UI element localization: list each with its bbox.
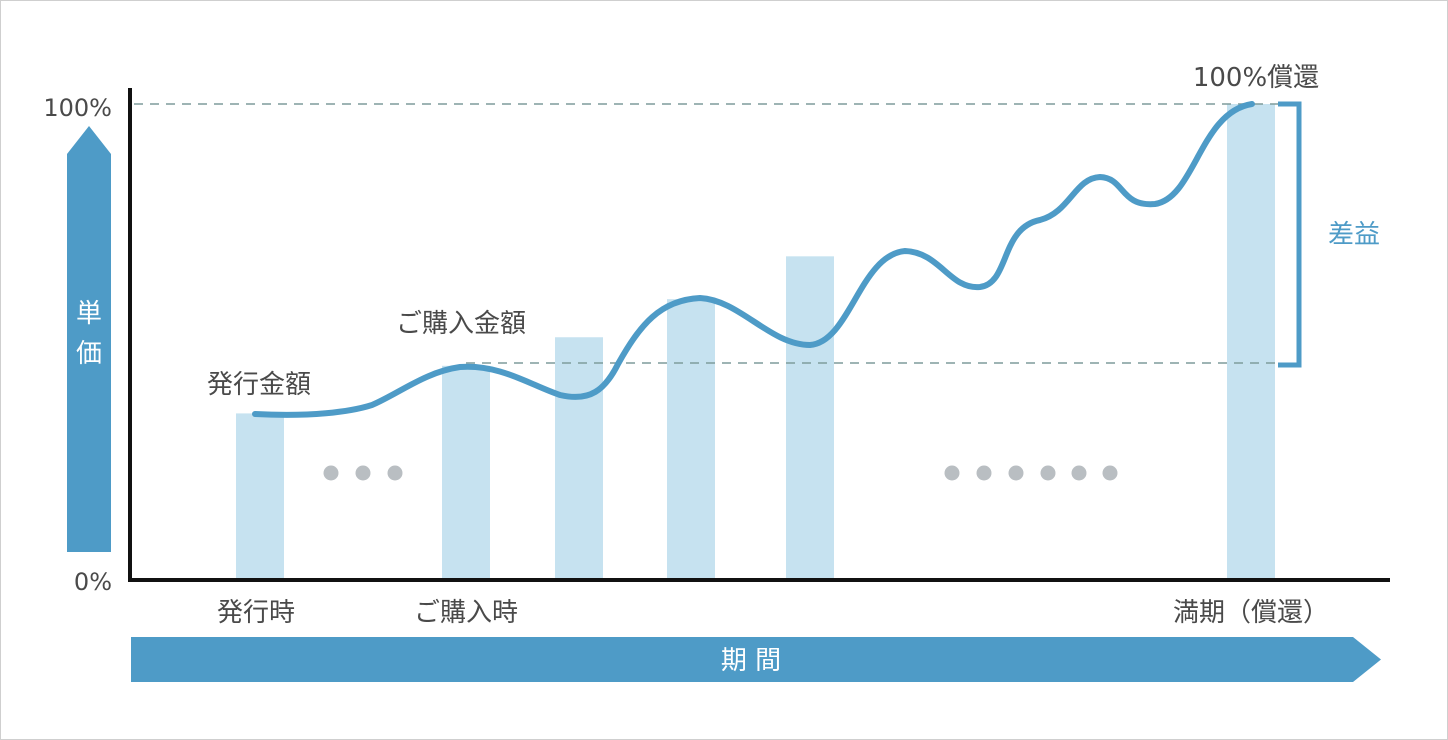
- gap-dot: [1040, 465, 1056, 481]
- purchase-amount-label: ご購入金額: [396, 309, 526, 339]
- gap-dot: [976, 465, 992, 481]
- issue-amount-label: 発行金額: [207, 370, 311, 400]
- gap-dot: [1102, 465, 1118, 481]
- x-axis-arrow-body: [131, 637, 1353, 682]
- bar-3: [555, 337, 603, 580]
- bar-purchase: [442, 365, 490, 580]
- gain-bracket: [1278, 101, 1302, 368]
- price-curve: [252, 101, 1255, 418]
- x-tick-maturity: 満期（償還）: [1173, 598, 1329, 628]
- gain-label: 差益: [1328, 220, 1380, 250]
- gap-dot: [1008, 465, 1024, 481]
- bar-5: [786, 256, 834, 580]
- bar-issue: [236, 413, 284, 580]
- y-tick-100: 100%: [43, 94, 112, 122]
- y-axis-arrow-body: [67, 154, 111, 552]
- y-tick-0: 0%: [74, 568, 112, 596]
- y-axis-arrow-head: [67, 126, 111, 154]
- gap-dot: [355, 465, 371, 481]
- bar-maturity: [1227, 104, 1275, 580]
- x-tick-issue: 発行時: [217, 598, 295, 628]
- gap-dot: [1071, 465, 1087, 481]
- gap-dots: [323, 465, 1118, 481]
- bar-group: [236, 104, 1275, 580]
- y-axis-label: 単価: [76, 299, 102, 369]
- gap-dot: [323, 465, 339, 481]
- x-axis-arrow-head: [1353, 637, 1381, 682]
- redemption-label: 100%償還: [1193, 63, 1319, 93]
- gap-dot: [387, 465, 403, 481]
- y-axis-label-char: 価: [76, 339, 102, 369]
- gap-dot: [944, 465, 960, 481]
- bar-4: [667, 299, 715, 580]
- y-axis-label-char: 単: [76, 299, 102, 329]
- x-axis-label: 期 間: [721, 646, 781, 676]
- x-tick-purchase: ご購入時: [414, 598, 518, 628]
